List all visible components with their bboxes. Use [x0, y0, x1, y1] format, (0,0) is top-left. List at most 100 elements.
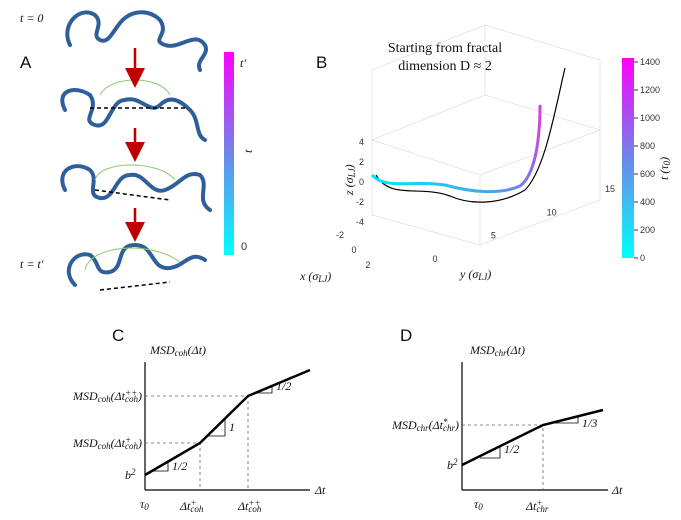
text-part: chr — [417, 423, 429, 433]
level-label: MSDcoh(Δt++ coh) — [72, 388, 142, 404]
cut-lines — [90, 107, 185, 291]
text-part: MSD — [391, 418, 417, 432]
text-part: coh — [190, 504, 203, 514]
text-part: coh — [125, 394, 138, 404]
text-part: MSD — [72, 389, 98, 403]
text-part: Δt — [237, 499, 249, 513]
text-part: 0 — [478, 502, 483, 512]
colorbar-tick-label: 1000 — [640, 113, 660, 123]
y-axis-label: MSDchr(Δt) — [469, 343, 525, 358]
colorbar-tick-label: 400 — [640, 197, 655, 207]
text-part: chr — [536, 504, 548, 514]
slope-label: 1/3 — [582, 416, 597, 430]
text-part: Δt — [611, 483, 623, 497]
x-tick-label: 2 — [365, 260, 370, 270]
text-part: + — [536, 498, 542, 508]
polymer-stages — [60, 10, 212, 287]
text-part: 0 — [144, 502, 149, 512]
text-part: LJ — [317, 274, 328, 284]
x-axis-label: x (σLJ) — [299, 269, 331, 284]
text-part: ) — [486, 267, 491, 281]
text-part: y (σ — [459, 267, 479, 281]
text-part: ) — [454, 418, 459, 432]
text-part: b — [447, 458, 453, 472]
text-part: Δt — [314, 483, 326, 497]
start-label: t = 0 — [20, 11, 43, 25]
slope-label: 1/2 — [504, 442, 519, 456]
y-tick-label: 5 — [491, 231, 496, 241]
guides — [462, 424, 544, 490]
slope-label: 1 — [229, 420, 235, 434]
z-tick-label: -4 — [356, 217, 364, 227]
msd-curve — [461, 408, 604, 467]
colorbar-tick-label: 200 — [640, 225, 655, 235]
colorbar-label: t (τ0) — [657, 157, 672, 180]
slope-triangles — [480, 416, 579, 459]
colorbar-tick-label: 800 — [640, 141, 655, 151]
text-part: x (σ — [299, 269, 319, 283]
text-part: t (τ — [657, 165, 671, 180]
colorbar-bottom: 0 — [241, 241, 247, 253]
reference-path — [375, 67, 566, 203]
tick-label: τ0 — [140, 497, 149, 512]
slope-label: 1/2 — [172, 459, 187, 473]
y-tick-label: 10 — [547, 207, 557, 217]
text-part: (Δt — [111, 389, 126, 403]
y-axis-label: MSDcoh(Δt) — [149, 343, 206, 358]
text-part: 0 — [662, 160, 672, 165]
z-axis-label: z (σLJ) — [342, 164, 357, 196]
tick-label: Δt+ coh — [179, 498, 204, 514]
panel-letter: C — [112, 326, 124, 345]
panel-letter: D — [400, 326, 412, 345]
text-part: ++ — [125, 388, 137, 398]
text-part: coh — [125, 441, 138, 451]
text-part: + — [190, 498, 196, 508]
axes — [461, 362, 608, 491]
colorbar-tick-label: 1200 — [640, 85, 660, 95]
level-label: MSDchr(Δt* chr) — [391, 417, 459, 433]
text-part: 2 — [453, 457, 458, 467]
text-part: ) — [137, 436, 142, 450]
x-axis-label: Δt — [314, 483, 326, 497]
y-tick-label: 15 — [605, 184, 615, 194]
level-label: MSDcoh(Δt+ coh) — [72, 435, 142, 451]
colorbar-tick-label: 600 — [640, 169, 655, 179]
z-tick-label: 0 — [359, 177, 364, 187]
text-part: + — [125, 435, 131, 445]
title-line: dimension D ≈ 2 — [398, 59, 492, 74]
text-part: * — [443, 417, 448, 427]
colorbar-top: t′ — [240, 56, 246, 70]
colorbar-tick-label: 0 — [640, 253, 645, 263]
x-tick-label: -2 — [336, 230, 344, 240]
panel-letter: A — [20, 53, 32, 72]
text-part: b — [125, 468, 131, 482]
text-part: τ — [140, 497, 145, 511]
tick-label: Δt++ coh — [237, 498, 262, 514]
tick-label: Δt+ chr — [525, 498, 549, 514]
text-part: (Δt — [111, 436, 126, 450]
text-part: MSD — [469, 343, 495, 357]
colorbar — [622, 58, 634, 258]
text-part: MSD — [72, 436, 98, 450]
colorbar-label: t — [241, 149, 255, 153]
z-tick-label: 2 — [359, 157, 364, 167]
text-part: Δt — [179, 499, 191, 513]
end-label: t = t′ — [20, 257, 44, 271]
text-part: chr — [443, 423, 455, 433]
trajectory — [370, 104, 542, 194]
slope-triangles — [152, 386, 273, 472]
text-part: 2 — [131, 467, 136, 477]
text-part: τ — [474, 497, 479, 511]
text-part: ) — [657, 157, 671, 162]
text-part: coh — [98, 441, 111, 451]
colorbar — [224, 52, 234, 255]
text-part: coh — [175, 348, 188, 358]
slope-label: 1/2 — [276, 379, 291, 393]
z-tick-label: -2 — [356, 197, 364, 207]
text-part: LJ — [477, 272, 488, 282]
text-part: ++ — [248, 498, 260, 508]
text-part: (Δt) — [188, 343, 206, 357]
text-part: (Δt) — [507, 343, 525, 357]
text-part: coh — [98, 394, 111, 404]
